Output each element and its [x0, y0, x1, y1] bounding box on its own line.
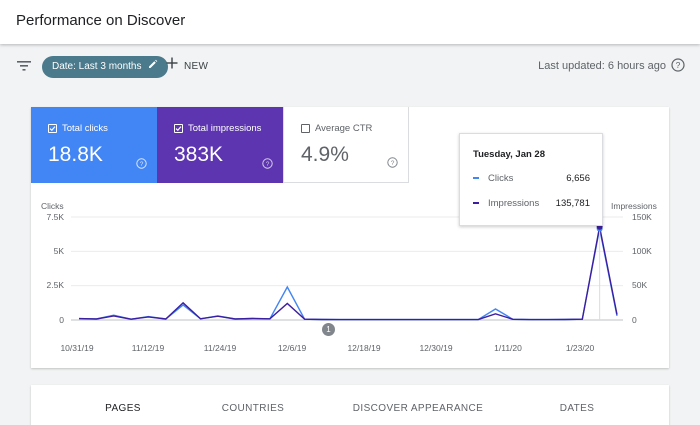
help-icon[interactable]: ?	[671, 58, 685, 77]
checkbox-checked-icon[interactable]	[174, 124, 183, 133]
date-filter-chip[interactable]: Date: Last 3 months	[42, 56, 168, 78]
filter-bar: Date: Last 3 months NEW Last updated: 6 …	[0, 44, 700, 90]
help-icon[interactable]: ?	[387, 155, 398, 173]
new-filter-button[interactable]: NEW	[166, 56, 208, 78]
metric-label: Average CTR	[315, 123, 373, 134]
annotation-marker[interactable]: 1	[322, 323, 335, 336]
svg-text:?: ?	[391, 160, 395, 167]
x-tick: 12/18/19	[347, 343, 381, 353]
filter-icon[interactable]	[17, 59, 31, 77]
tooltip-row-impressions: Impressions 135,781	[473, 197, 590, 209]
tooltip-value: 6,656	[566, 172, 590, 184]
svg-text:?: ?	[140, 161, 144, 168]
chart-tooltip: Tuesday, Jan 28 Clicks 6,656 Impressions…	[459, 133, 603, 226]
metric-total-clicks[interactable]: Total clicks 18.8K ?	[31, 107, 157, 183]
metric-value: 18.8K	[48, 143, 103, 166]
metric-total-impressions[interactable]: Total impressions 383K ?	[157, 107, 283, 183]
x-tick: 12/6/19	[277, 343, 307, 353]
tab-dates[interactable]: DATES	[559, 403, 595, 414]
x-tick: 11/24/19	[203, 343, 237, 353]
plus-icon	[166, 56, 178, 78]
svg-text:?: ?	[676, 60, 681, 70]
page-title: Performance on Discover	[16, 12, 186, 29]
left-axis-title: Clicks	[41, 201, 64, 211]
performance-card: Total clicks 18.8K ? Total impressions 3…	[31, 107, 669, 368]
annotation-count: 1	[326, 325, 331, 334]
right-axis-title: Impressions	[611, 201, 657, 211]
help-icon[interactable]: ?	[136, 156, 147, 174]
series-line-clicks	[78, 228, 618, 321]
tab-countries[interactable]: COUNTRIES	[221, 403, 285, 414]
metric-label: Total impressions	[188, 123, 262, 134]
tab-pages[interactable]: PAGES	[105, 403, 141, 414]
x-tick: 11/12/19	[131, 343, 165, 353]
new-filter-label: NEW	[184, 61, 209, 72]
checkbox-checked-icon[interactable]	[48, 124, 57, 133]
y-tick-left: 5K	[53, 246, 64, 256]
x-tick: 12/30/19	[419, 343, 453, 353]
svg-text:?: ?	[266, 161, 270, 168]
legend-swatch	[473, 202, 479, 204]
tooltip-value: 135,781	[555, 197, 590, 209]
metric-value: 4.9%	[301, 143, 349, 166]
y-tick-right: 150K	[632, 212, 652, 222]
y-tick-left: 0	[59, 315, 64, 325]
y-tick-right: 50K	[632, 280, 648, 290]
x-tick: 1/11/20	[494, 343, 522, 353]
y-tick-left: 7.5K	[46, 212, 65, 222]
date-filter-label: Date: Last 3 months	[52, 61, 142, 72]
tooltip-date: Tuesday, Jan 28	[473, 149, 545, 160]
tooltip-label: Clicks	[488, 172, 514, 184]
tooltip-row-clicks: Clicks 6,656	[473, 172, 590, 184]
checkbox-unchecked-icon[interactable]	[301, 124, 310, 133]
y-tick-right: 0	[632, 315, 637, 325]
edit-icon	[148, 56, 158, 78]
metric-average-ctr[interactable]: Average CTR 4.9% ?	[283, 107, 409, 183]
performance-line-chart[interactable]	[31, 107, 669, 368]
y-tick-right: 100K	[632, 246, 652, 256]
help-icon[interactable]: ?	[262, 156, 273, 174]
metric-label: Total clicks	[62, 123, 108, 134]
last-updated-text: Last updated: 6 hours ago	[538, 60, 666, 72]
y-tick-left: 2.5K	[46, 280, 65, 290]
tooltip-label: Impressions	[488, 197, 540, 209]
series-line-impressions	[78, 226, 618, 321]
x-tick: 10/31/19	[60, 343, 94, 353]
legend-swatch	[473, 177, 479, 179]
top-bar: Performance on Discover	[0, 0, 700, 44]
x-tick: 1/23/20	[565, 343, 595, 353]
tab-discover-appearance[interactable]: DISCOVER APPEARANCE	[352, 403, 484, 414]
breakdown-tabs-card: PAGES COUNTRIES DISCOVER APPEARANCE DATE…	[31, 385, 669, 425]
metric-value: 383K	[174, 143, 224, 166]
